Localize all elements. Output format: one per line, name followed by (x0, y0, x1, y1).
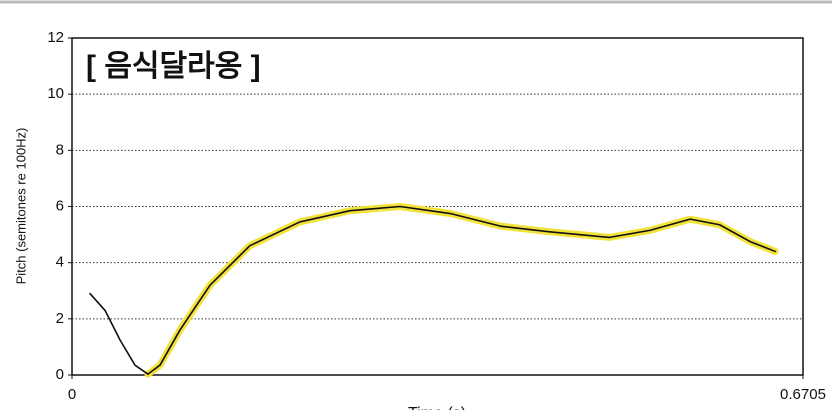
y-tick-label: 8 (56, 141, 64, 158)
y-tick-label: 2 (56, 310, 64, 327)
chart-title: [ 음식달라옹 ] (86, 50, 261, 83)
y-tick-label: 6 (56, 197, 64, 214)
y-axis-label: Pitch (semitones re 100Hz) (13, 128, 28, 285)
title-box (78, 42, 308, 90)
y-tick-label: 12 (47, 29, 64, 46)
y-tick-label: 4 (56, 254, 64, 271)
y-tick-label: 10 (47, 85, 64, 102)
x-tick-label: 0.6705 (780, 386, 826, 403)
pitch-line (89, 205, 776, 375)
x-tick-label: 0 (68, 386, 76, 403)
y-tick-label: 0 (56, 366, 64, 383)
x-axis-label: Time (s) (408, 405, 466, 410)
pitch-line (144, 203, 779, 378)
